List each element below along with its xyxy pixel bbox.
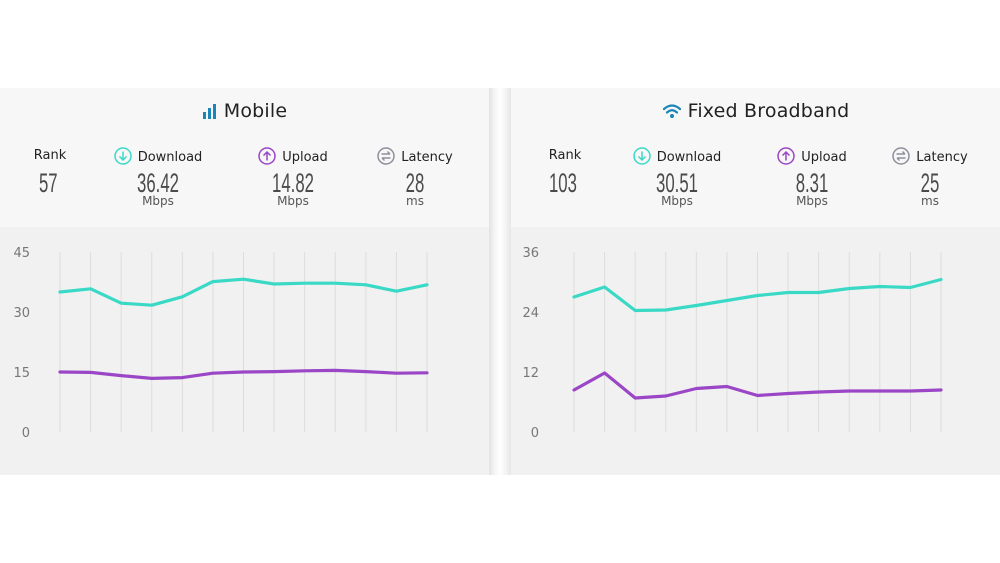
upload-label: Upload [282,150,328,165]
latency-label: Latency [916,150,968,165]
y-tick-label: 12 [522,366,539,381]
rank-label: Rank [548,148,582,163]
download-label: Download [656,150,722,165]
signal-bars-icon [202,102,218,124]
y-tick-label: 30 [13,306,30,321]
fixed-upload: Upload 8.31 Mbps [767,147,857,208]
upload-unit: Mbps [796,194,828,208]
mobile-summary: Mobile Rank 57 +4 Download 36.42 Mbps Up… [0,88,489,263]
download-series-line [572,277,943,313]
fixed-summary: Fixed Broadband Rank 103 -1 Download 30.… [511,88,1000,263]
y-tick-label: 36 [522,246,539,261]
upload-arrow-icon [777,147,795,171]
fixed-chart-area [511,227,1000,475]
mobile-latency: Latency 28 ms [372,147,458,208]
download-value: 36.42 [137,168,179,198]
fixed-title: Fixed Broadband [511,100,1000,124]
download-unit: Mbps [142,194,174,208]
download-label: Download [137,150,203,165]
mobile-rank: Rank 57 +4 [30,147,86,263]
mobile-speed-chart: 45 30 15 0 [13,246,429,441]
upload-label: Upload [801,150,847,165]
fixed-title-text: Fixed Broadband [687,100,850,122]
upload-series-line [572,371,943,400]
y-tick-label: 45 [13,246,30,261]
rank-value: 57 [39,168,58,198]
upload-arrow-icon [258,147,276,171]
mobile-chart-area [0,227,489,475]
upload-value: 8.31 [795,168,829,198]
upload-unit: Mbps [277,194,309,208]
fixed-latency: Latency 25 ms [887,147,973,208]
latency-unit: ms [406,194,424,208]
latency-label: Latency [401,150,453,165]
download-unit: Mbps [661,194,693,208]
mobile-upload: Upload 14.82 Mbps [248,147,338,208]
y-tick-label: 0 [531,426,539,441]
y-tick-label: 0 [22,426,30,441]
panel-divider [489,88,511,475]
y-tick-label: 24 [522,306,539,321]
rank-value: 103 [549,168,577,198]
rank-label: Rank [33,148,67,163]
latency-unit: ms [921,194,939,208]
download-series-line [58,277,429,307]
wifi-icon [662,102,682,124]
fixed-download: Download 30.51 Mbps [627,147,727,208]
mobile-title-text: Mobile [223,100,288,122]
latency-value: 25 [920,168,940,198]
y-tick-label: 15 [13,366,30,381]
mobile-panel: Mobile Rank 57 +4 Download 36.42 Mbps Up… [0,88,489,475]
download-arrow-icon [113,147,132,171]
latency-exchange-icon [892,147,911,171]
upload-series-line [58,368,429,380]
download-value: 30.51 [656,168,698,198]
fixed-broadband-panel: Fixed Broadband Rank 103 -1 Download 30.… [511,88,1000,475]
fixed-rank: Rank 103 -1 [545,147,596,263]
mobile-title: Mobile [0,100,489,124]
latency-exchange-icon [377,147,396,171]
upload-value: 14.82 [272,168,314,198]
latency-value: 28 [405,168,425,198]
mobile-download: Download 36.42 Mbps [108,147,208,208]
download-arrow-icon [632,147,651,171]
fixed-broadband-speed-chart: 36 24 12 0 [522,246,943,441]
